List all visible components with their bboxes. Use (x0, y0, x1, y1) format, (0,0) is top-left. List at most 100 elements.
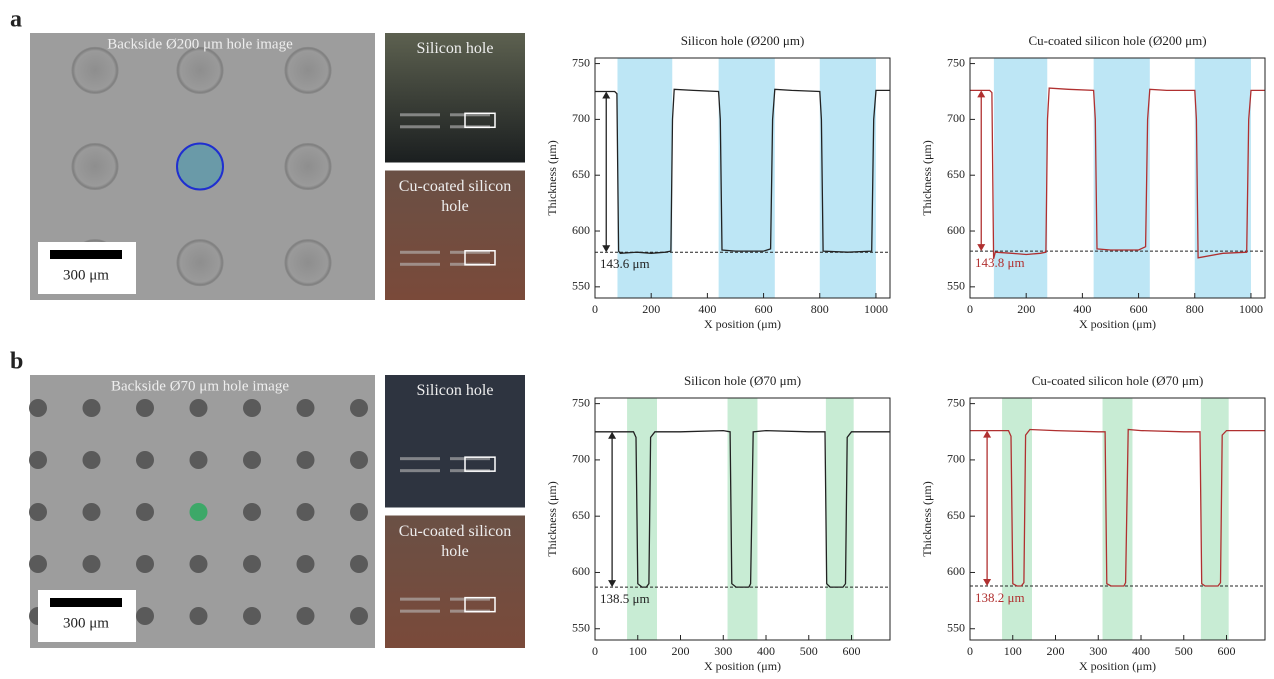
hole (83, 451, 101, 469)
hole (297, 555, 315, 573)
y-tick-label: 550 (947, 620, 965, 634)
arrow-head (602, 91, 610, 98)
figure: aBackside Ø200 μm hole image300 μmSilico… (0, 0, 1274, 679)
y-tick-label: 650 (572, 508, 590, 522)
x-axis-label: X position (μm) (704, 317, 781, 331)
hole (243, 607, 261, 625)
panel-label: b (10, 349, 23, 375)
x-tick-label: 200 (672, 644, 690, 658)
arrow-head (602, 245, 610, 252)
scale-bar (50, 250, 122, 259)
hole (350, 451, 368, 469)
x-tick-label: 200 (642, 302, 660, 316)
y-tick-label: 600 (572, 564, 590, 578)
y-tick-label: 550 (572, 279, 590, 293)
x-tick-label: 0 (592, 302, 598, 316)
hole (83, 555, 101, 573)
inset-pattern (400, 598, 440, 601)
x-tick-label: 100 (1004, 644, 1022, 658)
arrow-head (977, 244, 985, 251)
y-tick-label: 750 (947, 55, 965, 69)
inset-title-box: Silicon hole (390, 39, 520, 89)
hole (29, 503, 47, 521)
hole (285, 47, 331, 93)
hole (243, 555, 261, 573)
inset-pattern (400, 263, 440, 266)
x-tick-label: 200 (1017, 302, 1035, 316)
annotation: 143.6 μm (600, 256, 650, 271)
hole (72, 144, 118, 190)
x-tick-label: 400 (1132, 644, 1150, 658)
y-tick-label: 700 (947, 111, 965, 125)
arrow-head (983, 431, 991, 438)
hole (136, 503, 154, 521)
hole (190, 399, 208, 417)
y-tick-label: 750 (572, 55, 590, 69)
arrow-head (608, 432, 616, 439)
chart-title: Silicon hole (Ø200 μm) (681, 33, 805, 48)
y-tick-label: 750 (947, 395, 965, 409)
highlighted-hole (190, 503, 208, 521)
scale-bar-label: 300 μm (63, 615, 109, 631)
hole (29, 451, 47, 469)
x-tick-label: 200 (1047, 644, 1065, 658)
y-axis-label: Thickness (μm) (545, 140, 559, 215)
x-axis-label: X position (μm) (704, 659, 781, 673)
x-tick-label: 600 (1130, 302, 1148, 316)
hole (243, 399, 261, 417)
annotation: 138.2 μm (975, 590, 1025, 605)
hole (190, 607, 208, 625)
y-tick-label: 700 (572, 111, 590, 125)
arrow-head (983, 579, 991, 586)
y-tick-label: 600 (572, 223, 590, 237)
image-title: Backside Ø200 μm hole image (107, 36, 293, 52)
inset-title-box: Silicon hole (390, 381, 520, 431)
y-tick-label: 650 (572, 167, 590, 181)
scale-bar (50, 598, 122, 607)
hole (350, 555, 368, 573)
x-tick-label: 300 (1089, 644, 1107, 658)
x-tick-label: 0 (967, 302, 973, 316)
hole (83, 503, 101, 521)
y-tick-label: 750 (572, 395, 590, 409)
x-tick-label: 600 (1218, 644, 1236, 658)
inset-pattern (400, 457, 440, 460)
inset-title-box: Cu-coated silicon hole (390, 522, 520, 572)
x-tick-label: 600 (843, 644, 861, 658)
inset-title-box: Cu-coated silicon hole (390, 177, 520, 227)
x-tick-label: 300 (714, 644, 732, 658)
inset-pattern (400, 469, 440, 472)
annotation: 138.5 μm (600, 591, 650, 606)
hole (136, 555, 154, 573)
page: aBackside Ø200 μm hole image300 μmSilico… (0, 0, 1274, 679)
hole (29, 555, 47, 573)
hole (243, 503, 261, 521)
x-tick-label: 600 (755, 302, 773, 316)
hole (190, 555, 208, 573)
y-tick-label: 700 (572, 452, 590, 466)
y-tick-label: 550 (572, 620, 590, 634)
y-axis-label: Thickness (μm) (920, 481, 934, 556)
hole (297, 399, 315, 417)
x-tick-label: 0 (967, 644, 973, 658)
x-tick-label: 0 (592, 644, 598, 658)
x-tick-label: 400 (1073, 302, 1091, 316)
y-tick-label: 650 (947, 167, 965, 181)
hole (190, 451, 208, 469)
hole (350, 607, 368, 625)
x-tick-label: 500 (800, 644, 818, 658)
inset-title: Cu-coated silicon hole (390, 522, 520, 562)
x-axis-label: X position (μm) (1079, 659, 1156, 673)
inset-pattern (400, 610, 440, 613)
hole (177, 240, 223, 286)
inset-title: Silicon hole (390, 381, 520, 401)
hole (29, 399, 47, 417)
inset-pattern (400, 113, 440, 116)
highlighted-hole (177, 144, 223, 190)
arrow-head (977, 90, 985, 97)
arrow-head (608, 580, 616, 587)
x-tick-label: 800 (1186, 302, 1204, 316)
hole (350, 503, 368, 521)
hole (83, 399, 101, 417)
highlight-band (820, 58, 876, 298)
